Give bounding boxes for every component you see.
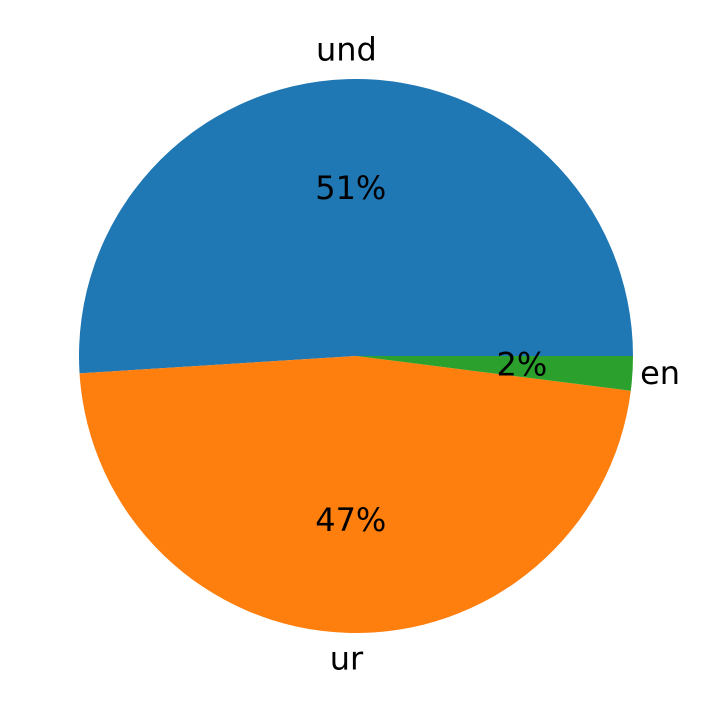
pie-slice <box>78 78 634 374</box>
pie-slice <box>79 356 631 633</box>
percent-label: 51% <box>315 169 386 207</box>
pie-slice <box>356 356 633 391</box>
slice-label: und <box>316 30 377 68</box>
percent-label: 47% <box>315 501 386 539</box>
percent-label: 2% <box>496 345 547 383</box>
slice-label: ur <box>330 640 364 678</box>
slice-label: en <box>640 354 680 392</box>
